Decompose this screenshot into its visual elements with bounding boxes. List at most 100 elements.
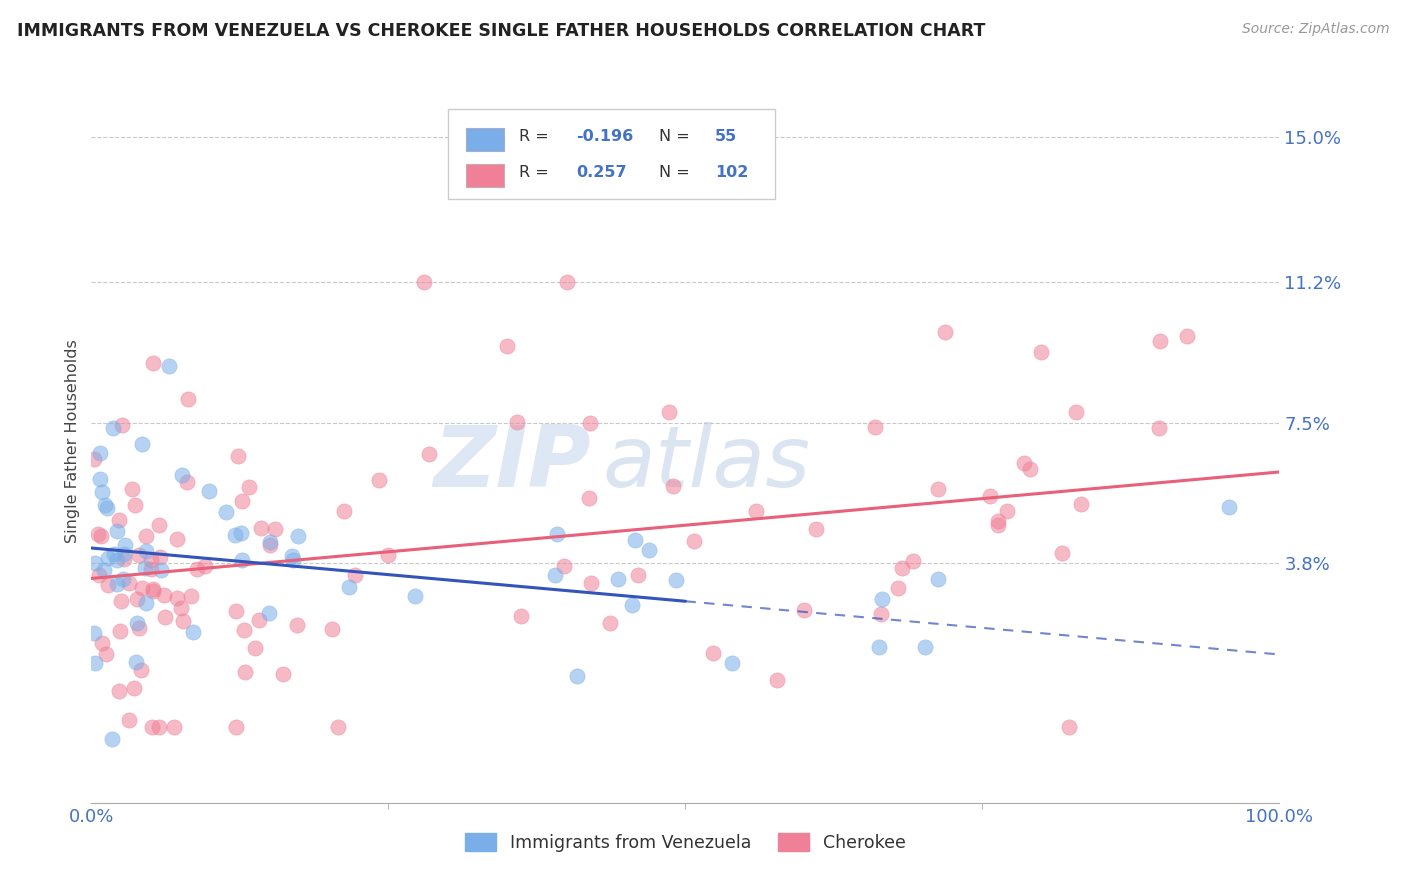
Point — [89, 446, 111, 460]
Point — [215, 505, 238, 519]
Text: N =: N = — [659, 129, 695, 145]
Text: -0.196: -0.196 — [576, 129, 633, 145]
Point — [914, 640, 936, 655]
Point — [418, 447, 440, 461]
Point — [804, 522, 827, 536]
Point — [121, 483, 143, 497]
Point — [927, 482, 949, 496]
Text: R =: R = — [519, 165, 554, 180]
Point — [283, 553, 305, 567]
Point — [599, 616, 621, 631]
Point — [103, 547, 125, 561]
Point — [377, 549, 399, 563]
Point — [229, 526, 252, 541]
Point — [87, 568, 110, 582]
Point — [259, 535, 281, 549]
Point — [87, 526, 110, 541]
Point — [135, 596, 157, 610]
Point — [225, 604, 247, 618]
Point — [1218, 500, 1240, 515]
Text: R =: R = — [519, 129, 554, 145]
Point — [181, 624, 204, 639]
Point — [627, 567, 650, 582]
Point — [868, 640, 890, 655]
Point — [101, 732, 124, 747]
Point — [135, 529, 157, 543]
Text: N =: N = — [659, 165, 695, 180]
Point — [1147, 421, 1170, 435]
Point — [173, 614, 195, 628]
Point — [285, 618, 308, 632]
Point — [177, 392, 200, 406]
Point — [110, 594, 132, 608]
Text: IMMIGRANTS FROM VENEZUELA VS CHEROKEE SINGLE FATHER HOUSEHOLDS CORRELATION CHART: IMMIGRANTS FROM VENEZUELA VS CHEROKEE SI… — [17, 22, 986, 40]
Point — [124, 498, 146, 512]
Point — [108, 513, 131, 527]
Point — [131, 437, 153, 451]
Point — [271, 666, 294, 681]
Point — [186, 562, 208, 576]
Point — [197, 484, 219, 499]
Point — [122, 681, 145, 696]
Point — [159, 359, 181, 373]
FancyBboxPatch shape — [447, 109, 775, 200]
Point — [901, 554, 924, 568]
Point — [94, 498, 117, 512]
Text: 0.257: 0.257 — [576, 165, 627, 180]
Point — [683, 533, 706, 548]
Point — [233, 623, 256, 637]
Point — [148, 518, 170, 533]
Point — [176, 475, 198, 490]
Point — [231, 553, 253, 567]
Text: atlas: atlas — [602, 422, 810, 505]
Point — [129, 663, 152, 677]
FancyBboxPatch shape — [465, 128, 503, 151]
Point — [96, 501, 118, 516]
Point — [544, 567, 567, 582]
Point — [142, 356, 165, 370]
Point — [624, 533, 647, 548]
Point — [149, 562, 172, 576]
Point — [496, 339, 519, 353]
Point — [638, 542, 661, 557]
Point — [745, 504, 768, 518]
Legend: Immigrants from Venezuela, Cherokee: Immigrants from Venezuela, Cherokee — [458, 827, 912, 859]
Point — [125, 655, 148, 669]
Point — [112, 547, 135, 561]
Point — [139, 553, 162, 567]
Point — [766, 673, 789, 687]
Point — [194, 558, 217, 573]
Point — [264, 522, 287, 536]
Point — [105, 552, 128, 566]
Point — [97, 550, 120, 565]
Point — [367, 473, 389, 487]
Point — [553, 558, 575, 573]
Point — [887, 581, 910, 595]
Point — [1019, 461, 1042, 475]
Point — [658, 405, 681, 419]
FancyBboxPatch shape — [465, 164, 503, 187]
Point — [166, 591, 188, 605]
Point — [235, 665, 257, 679]
Point — [927, 572, 949, 586]
Point — [83, 557, 105, 571]
Point — [83, 452, 105, 467]
Point — [995, 504, 1018, 518]
Point — [250, 520, 273, 534]
Point — [793, 603, 815, 617]
Point — [1064, 405, 1087, 419]
Point — [404, 589, 426, 603]
Point — [661, 478, 683, 492]
Point — [127, 616, 149, 631]
Point — [247, 613, 270, 627]
Point — [721, 656, 744, 670]
Point — [238, 480, 260, 494]
Point — [142, 582, 165, 597]
Point — [1052, 545, 1074, 559]
Point — [141, 720, 163, 734]
Point — [111, 418, 134, 433]
Point — [142, 583, 165, 598]
Point — [153, 609, 176, 624]
Point — [987, 518, 1010, 533]
Point — [1029, 344, 1052, 359]
